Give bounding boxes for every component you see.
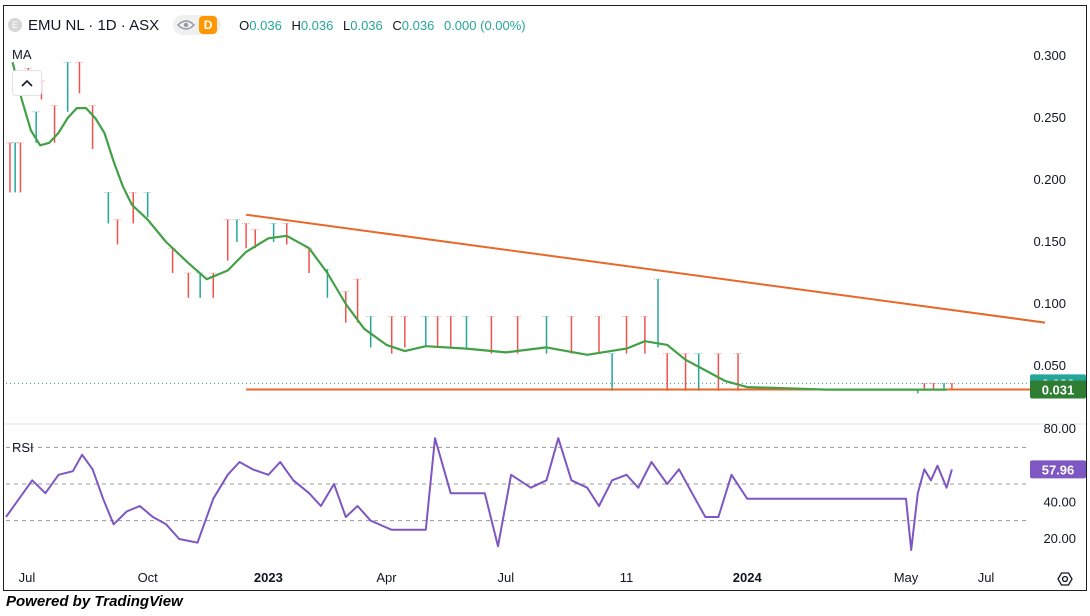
powered-by-footer: Powered by TradingView [6,593,183,610]
gear-outline [1057,572,1073,586]
symbol-title[interactable]: EMU NL · 1D · ASX [28,16,160,34]
time-axis-tick-label: Jul [978,570,995,585]
time-axis-tick-label: Jul [19,570,36,585]
price-label-box [1030,380,1086,399]
price-label: 0.031 [1030,380,1086,399]
rsi-indicator-label[interactable]: RSI [12,440,34,455]
ohlc-low-key: L [343,17,351,33]
time-axis-tick-label: 2024 [733,570,763,585]
price-axis-tick-label: 0.200 [1033,172,1066,187]
price-axis-tick-label: 0.300 [1033,48,1066,63]
price-axis-tick-label: 0.150 [1033,234,1066,249]
price-axis-tick-label: 0.100 [1033,296,1066,311]
price-label-text: 0.031 [1042,383,1075,398]
gear-center [1061,575,1069,583]
collapse-indicators-button[interactable] [12,70,42,96]
chevron-up-icon [21,79,33,87]
ohlc-readout: O0.036 H0.036 L0.036 C0.036 0.000 (0.00%… [239,18,526,33]
rsi-axis-tick-label: 20.00 [1043,531,1076,546]
ohlc-change: 0.000 (0.00%) [443,17,526,33]
ma-line [11,61,947,391]
visibility-toggle[interactable]: D [173,15,222,35]
settings-gear-icon[interactable] [1057,572,1073,586]
rsi-axis-tick-label: 80.00 [1043,421,1076,436]
rsi-value-box [1030,460,1086,479]
price-axis-tick-label: 0.050 [1033,358,1066,373]
ohlc-close-key: C [392,17,402,33]
rsi-line [5,437,953,551]
symbol-logo-icon: E [8,18,22,32]
ohlc-close-value: 0.036 [401,17,435,33]
chart-frame: 0.300 0.250 0.200 0.150 0.100 0.050 0.036 0.031… [3,5,1087,591]
price-axis-tick-label: 0.250 [1033,110,1066,125]
trendline [245,213,1046,324]
ohlc-low-value: 0.036 [350,17,383,33]
ohlc-open-value: 0.036 [249,17,282,33]
ohlc-high-key: H [291,17,301,33]
chart-canvas: 0.3000.2500.2000.1500.1000.0500.0360.031… [4,48,1086,586]
time-axis-tick-label: Jul [498,570,515,585]
chart-header: E EMU NL · 1D · ASX D O0.036 H0.036 L0.0… [8,14,526,36]
time-axis-tick-label: Oct [138,570,159,585]
rsi-value-text: 57.96 [1042,462,1075,477]
ohlc-high-value: 0.036 [300,17,334,33]
eye-icon [177,20,196,30]
rsi-value-label: 57.96 [1030,460,1086,479]
rsi-axis-tick-label: 40.00 [1043,494,1076,509]
data-status-badge: D [199,16,218,34]
ma-indicator-label[interactable]: MA [12,47,32,62]
time-axis-tick-label: 2023 [254,570,283,585]
time-axis-tick-label: 11 [620,570,634,585]
time-axis-tick-label: Apr [376,570,397,585]
ohlc-open-key: O [239,17,250,33]
time-axis-tick-label: May [894,570,919,585]
